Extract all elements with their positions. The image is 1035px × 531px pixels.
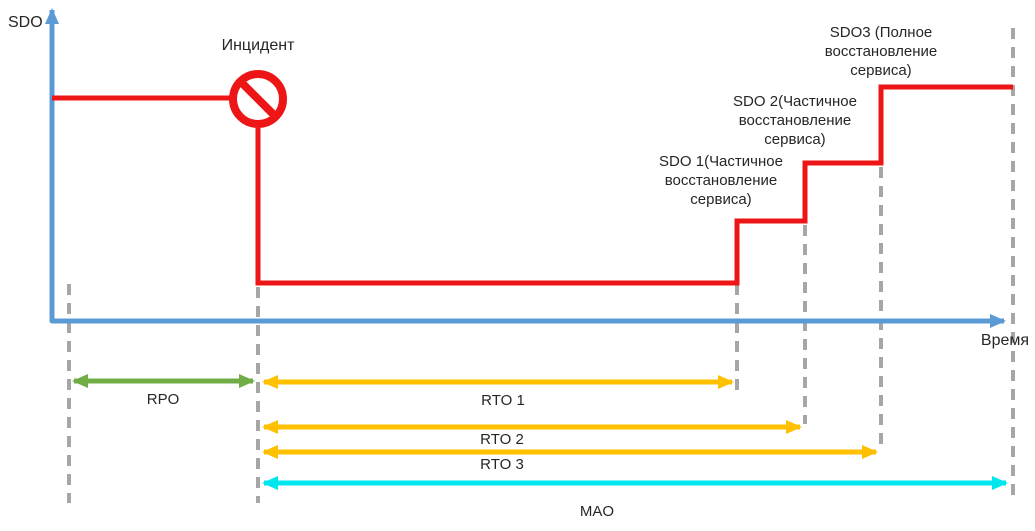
- sdo2-label: SDO 2(Частичное восстановление сервиса): [733, 93, 857, 148]
- y-axis-label: SDO: [8, 14, 43, 31]
- incident-sign-slash-icon: [238, 79, 278, 119]
- mao-label: MAO: [579, 503, 615, 520]
- x-axis-label: Время: [980, 332, 1030, 349]
- rto2-label: RTO 2: [480, 431, 524, 448]
- axes: [45, 8, 1006, 328]
- service-line-recovery-steps: [255, 84, 1013, 286]
- sdo3-label: SDO3 (Полное восстановление сервиса): [824, 24, 938, 79]
- sdo1-label: SDO 1(Частичное восстановление сервиса): [659, 153, 783, 208]
- incident-label: Инцидент: [221, 37, 295, 54]
- rto3-label: RTO 3: [480, 456, 524, 473]
- rpo-label: RPO: [146, 391, 180, 408]
- rto1-label: RTO 1: [481, 392, 525, 409]
